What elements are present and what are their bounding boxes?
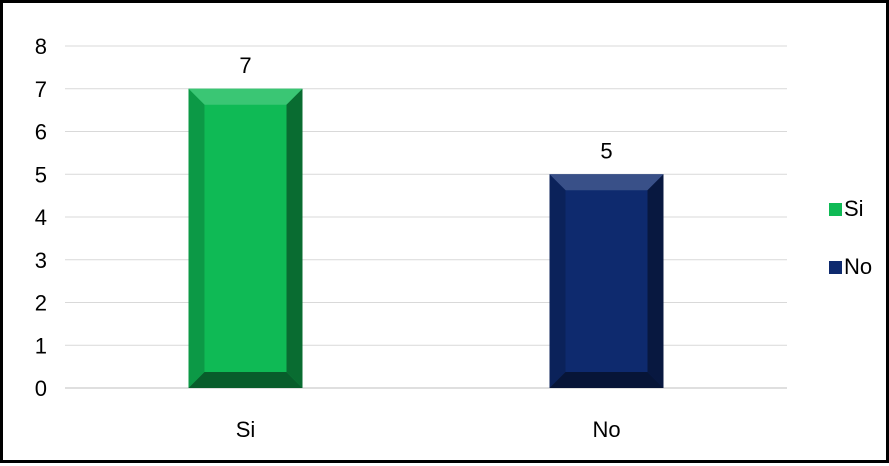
y-tick-label: 5 — [35, 162, 47, 187]
legend-swatch — [829, 261, 842, 274]
bar-no — [549, 174, 664, 388]
legend-item-no: No — [829, 254, 872, 279]
legend-item-si: Si — [829, 196, 864, 221]
y-tick-label: 0 — [35, 376, 47, 401]
data-label: 7 — [239, 53, 251, 78]
y-tick-label: 8 — [35, 34, 47, 59]
y-tick-label: 4 — [35, 205, 47, 230]
legend-swatch — [829, 203, 842, 216]
gridlines — [65, 45, 787, 389]
y-axis: 0 1 2 3 4 5 6 7 8 — [35, 34, 47, 401]
y-tick-label: 3 — [35, 248, 47, 273]
legend-label: Si — [844, 196, 864, 221]
bar-si — [188, 88, 303, 388]
data-label: 5 — [600, 138, 612, 163]
legend: Si No — [829, 196, 872, 279]
x-tick-label: Si — [236, 417, 256, 442]
legend-label: No — [844, 254, 872, 279]
y-tick-label: 2 — [35, 291, 47, 316]
bars: 75 — [188, 53, 664, 388]
y-tick-label: 6 — [35, 120, 47, 145]
y-tick-label: 1 — [35, 333, 47, 358]
x-tick-label: No — [592, 417, 620, 442]
y-tick-label: 7 — [35, 77, 47, 102]
x-axis: Si No — [236, 417, 621, 442]
